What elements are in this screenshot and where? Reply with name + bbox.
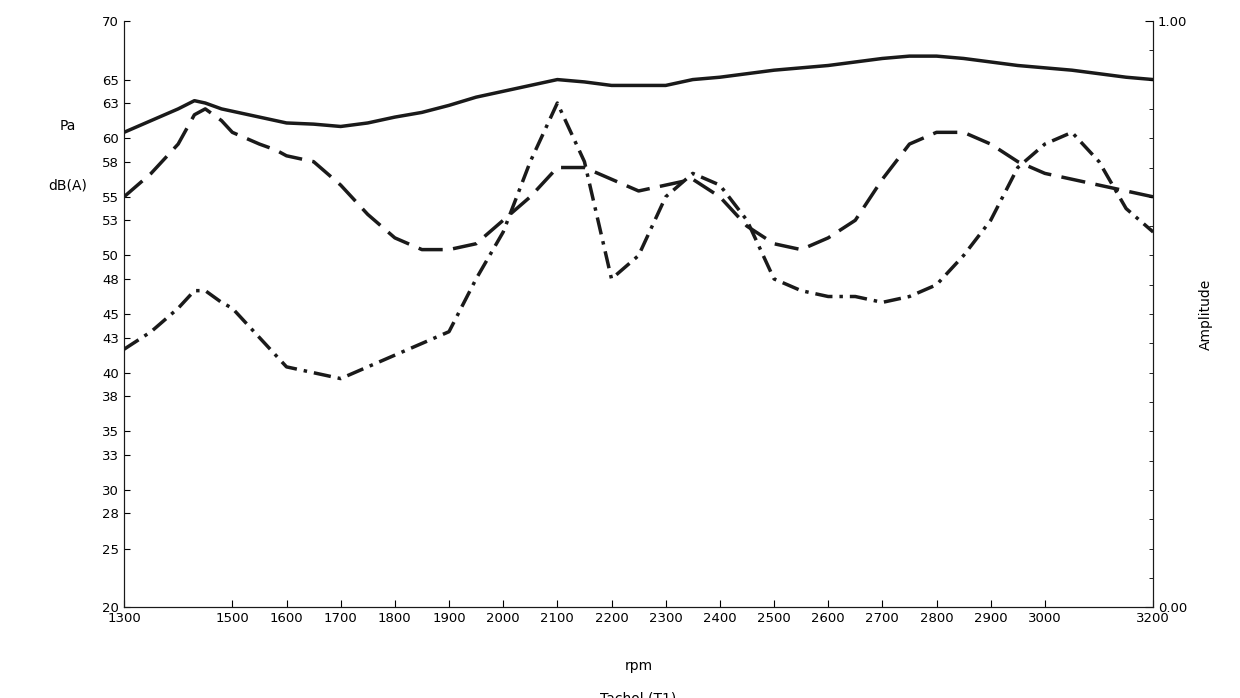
Text: dB(A): dB(A) (48, 178, 87, 192)
Text: Tachol (T1): Tachol (T1) (600, 691, 677, 698)
Text: Pa: Pa (60, 119, 76, 133)
Y-axis label: Amplitude: Amplitude (1199, 279, 1213, 350)
Text: rpm: rpm (625, 659, 652, 673)
